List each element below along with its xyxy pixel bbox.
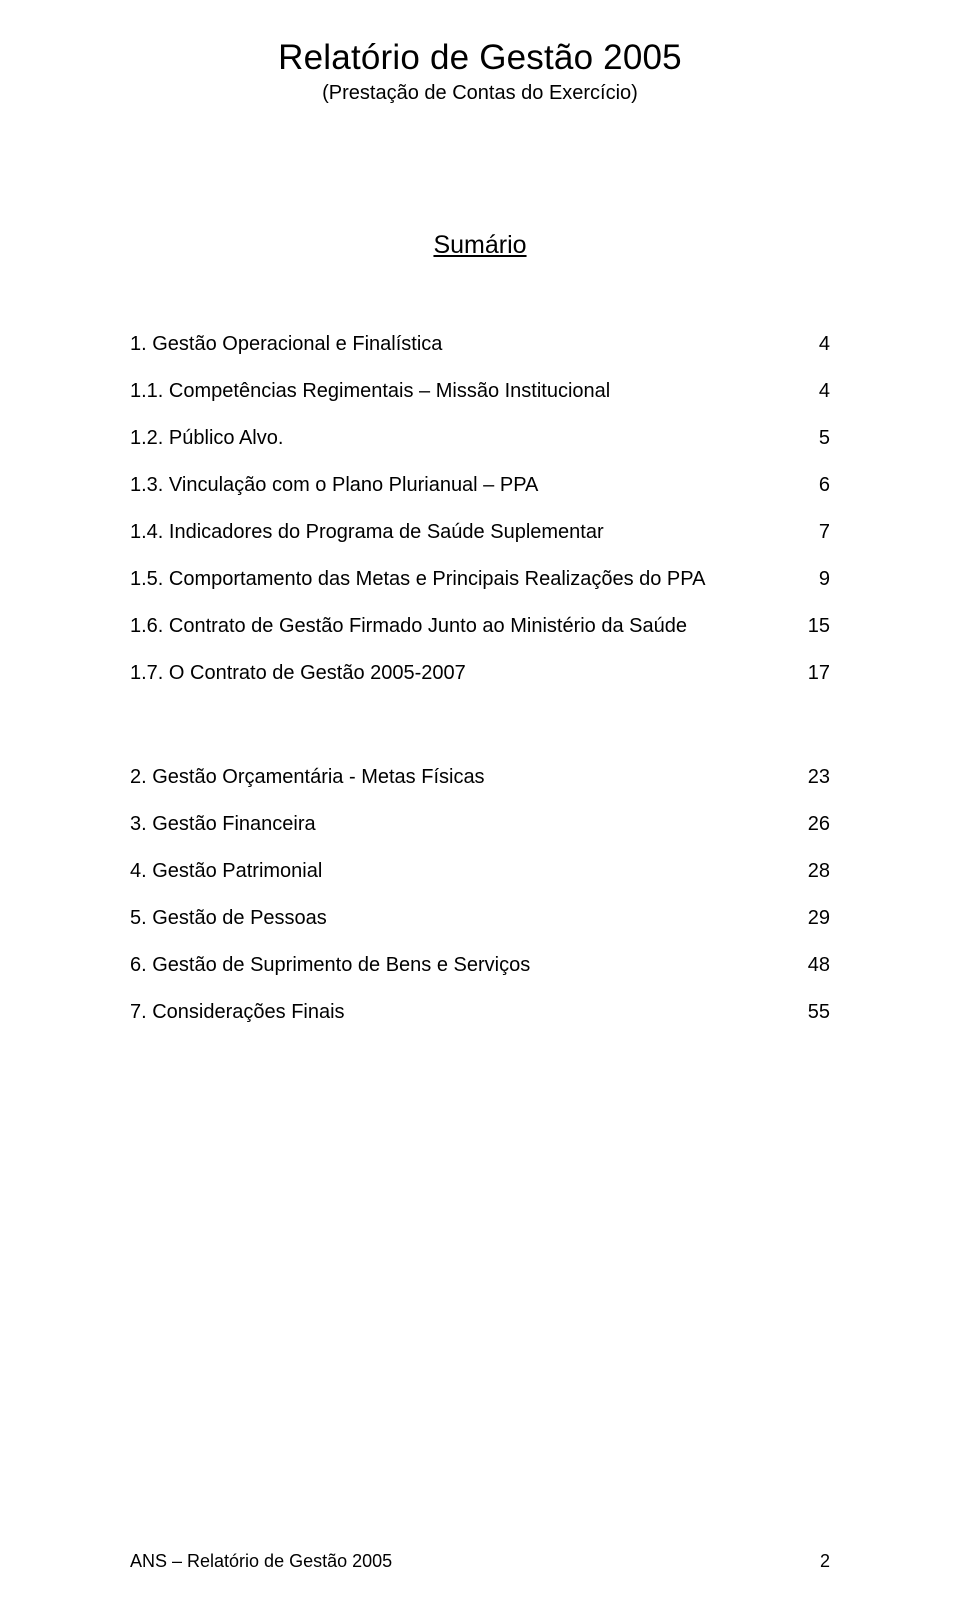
toc-row: 5. Gestão de Pessoas 29 (130, 906, 830, 930)
toc-label: 1.2. Público Alvo. (130, 426, 790, 450)
toc-label: 1.4. Indicadores do Programa de Saúde Su… (130, 520, 790, 544)
toc-label: 1.7. O Contrato de Gestão 2005-2007 (130, 661, 790, 685)
toc-page: 9 (790, 567, 830, 591)
toc-row: 1.4. Indicadores do Programa de Saúde Su… (130, 520, 830, 544)
toc-page: 5 (790, 426, 830, 450)
toc-row: 7. Considerações Finais 55 (130, 1000, 830, 1024)
toc-row: 6. Gestão de Suprimento de Bens e Serviç… (130, 953, 830, 977)
toc-row: 1.6. Contrato de Gestão Firmado Junto ao… (130, 614, 830, 638)
footer-left: ANS – Relatório de Gestão 2005 (130, 1551, 392, 1572)
toc-page: 4 (790, 379, 830, 403)
toc-page: 23 (790, 765, 830, 789)
toc-page: 17 (790, 661, 830, 685)
toc-row: 3. Gestão Financeira 26 (130, 812, 830, 836)
toc-row: 1.1. Competências Regimentais – Missão I… (130, 379, 830, 403)
toc-label: 1. Gestão Operacional e Finalística (130, 332, 790, 356)
toc-label: 3. Gestão Financeira (130, 812, 790, 836)
toc-row: 2. Gestão Orçamentária - Metas Físicas 2… (130, 765, 830, 789)
toc-block-1: 1. Gestão Operacional e Finalística 4 1.… (130, 332, 830, 685)
toc-page: 28 (790, 859, 830, 883)
document-subtitle: (Prestação de Contas do Exercício) (130, 82, 830, 105)
toc-page: 29 (790, 906, 830, 930)
toc-page: 48 (790, 953, 830, 977)
toc-label: 1.1. Competências Regimentais – Missão I… (130, 379, 790, 403)
document-title: Relatório de Gestão 2005 (130, 38, 830, 78)
toc-label: 6. Gestão de Suprimento de Bens e Serviç… (130, 953, 790, 977)
toc-page: 7 (790, 520, 830, 544)
toc-row: 1. Gestão Operacional e Finalística 4 (130, 332, 830, 356)
page-footer: ANS – Relatório de Gestão 2005 2 (130, 1551, 830, 1572)
toc-label: 2. Gestão Orçamentária - Metas Físicas (130, 765, 790, 789)
summary-heading: Sumário (130, 231, 830, 260)
toc-page: 15 (790, 614, 830, 638)
toc-label: 1.6. Contrato de Gestão Firmado Junto ao… (130, 614, 790, 638)
toc-page: 26 (790, 812, 830, 836)
toc-row: 1.7. O Contrato de Gestão 2005-2007 17 (130, 661, 830, 685)
toc-label: 7. Considerações Finais (130, 1000, 790, 1024)
toc-page: 6 (790, 473, 830, 497)
document-header: Relatório de Gestão 2005 (Prestação de C… (130, 0, 830, 105)
footer-page-number: 2 (820, 1551, 830, 1572)
toc-row: 1.2. Público Alvo. 5 (130, 426, 830, 450)
toc-label: 5. Gestão de Pessoas (130, 906, 790, 930)
toc-page: 55 (790, 1000, 830, 1024)
toc-label: 1.5. Comportamento das Metas e Principai… (130, 567, 790, 591)
toc-row: 1.5. Comportamento das Metas e Principai… (130, 567, 830, 591)
toc-block-2: 2. Gestão Orçamentária - Metas Físicas 2… (130, 765, 830, 1024)
toc-page: 4 (790, 332, 830, 356)
document-page: Relatório de Gestão 2005 (Prestação de C… (0, 0, 960, 1622)
toc-label: 1.3. Vinculação com o Plano Plurianual –… (130, 473, 790, 497)
toc-row: 1.3. Vinculação com o Plano Plurianual –… (130, 473, 830, 497)
toc-label: 4. Gestão Patrimonial (130, 859, 790, 883)
toc-row: 4. Gestão Patrimonial 28 (130, 859, 830, 883)
